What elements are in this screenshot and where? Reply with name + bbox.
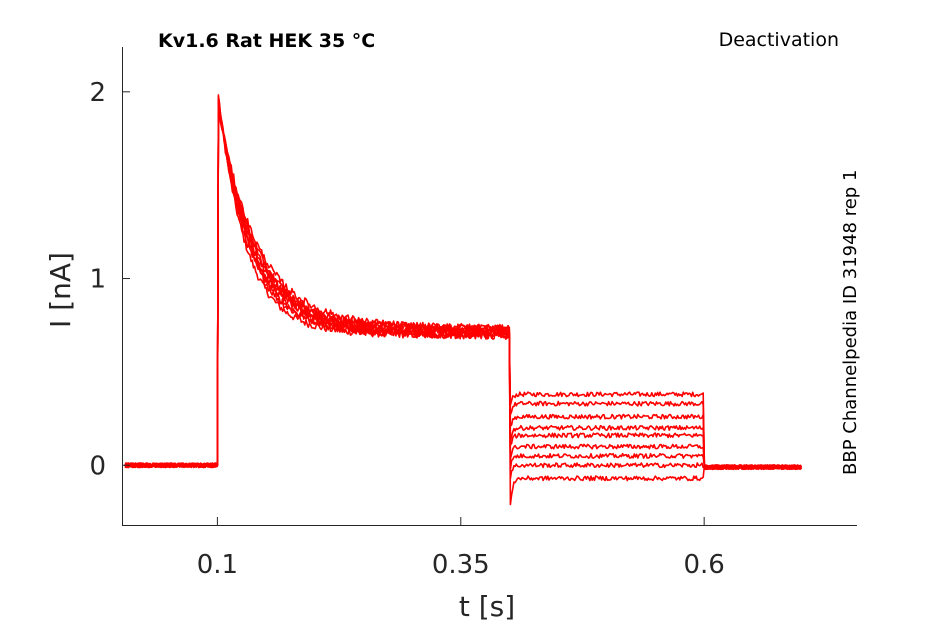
y-ticks: 0 1 2 [89, 78, 130, 481]
current-trace-line [124, 99, 802, 471]
x-ticks: 0.1 0.35 0.6 [197, 517, 725, 580]
trace-group [124, 94, 803, 506]
x-tick-label: 0.6 [683, 550, 724, 580]
chart-title: Kv1.6 Rat HEK 35 °C [158, 30, 375, 52]
y-tick-label: 2 [89, 78, 106, 108]
x-tick-label: 0.1 [197, 550, 238, 580]
current-trace-line [124, 105, 803, 471]
x-axis-title: t [s] [459, 590, 515, 623]
current-trace-line [124, 106, 802, 506]
current-trace-line [124, 103, 802, 480]
x-tick-label: 0.35 [432, 550, 490, 580]
protocol-label: Deactivation [719, 29, 839, 51]
y-tick-label: 0 [89, 451, 106, 481]
current-trace-line [124, 101, 802, 471]
y-tick-label: 1 [89, 265, 106, 295]
side-label: BBP Channelpedia ID 31948 rep 1 [840, 170, 861, 475]
y-axis-title: I [nA] [44, 252, 77, 328]
